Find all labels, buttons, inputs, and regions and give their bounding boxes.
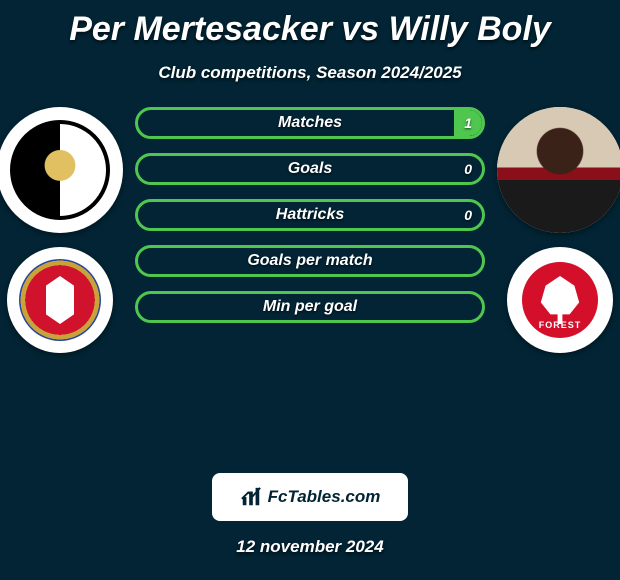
right-club-crest [507,247,613,353]
stat-label: Min per goal [263,298,357,316]
chart-icon [240,486,262,508]
stat-value-right: 0 [464,207,472,223]
left-player-crest [0,107,123,233]
player-photo-icon [497,107,620,233]
left-club-crest [7,247,113,353]
forest-crest-icon [522,262,598,338]
brand-text: FcTables.com [268,487,381,507]
stat-bar: Goals per match [135,245,485,277]
stat-bars: Matches 1 Goals 0 Hattricks 0 Goals per match M… [135,107,485,337]
stat-label: Matches [278,114,342,132]
stat-label: Hattricks [276,206,344,224]
left-column [0,107,120,373]
stat-value-right: 0 [464,161,472,177]
date: 12 november 2024 [0,537,620,557]
right-column [500,107,620,373]
stat-label: Goals [288,160,332,178]
stat-bar: Matches 1 [135,107,485,139]
stat-bar: Hattricks 0 [135,199,485,231]
stat-value-right: 1 [464,115,472,131]
gloucester-crest-icon [10,120,111,221]
page-title: Per Mertesacker vs Willy Boly [0,0,620,49]
subtitle: Club competitions, Season 2024/2025 [0,63,620,83]
stat-bar: Min per goal [135,291,485,323]
arsenal-crest-icon [19,259,102,342]
brand-badge[interactable]: FcTables.com [212,473,408,521]
comparison-area: Matches 1 Goals 0 Hattricks 0 Goals per match M… [0,107,620,467]
stat-bar: Goals 0 [135,153,485,185]
right-player-photo [497,107,620,233]
stat-label: Goals per match [247,252,372,270]
